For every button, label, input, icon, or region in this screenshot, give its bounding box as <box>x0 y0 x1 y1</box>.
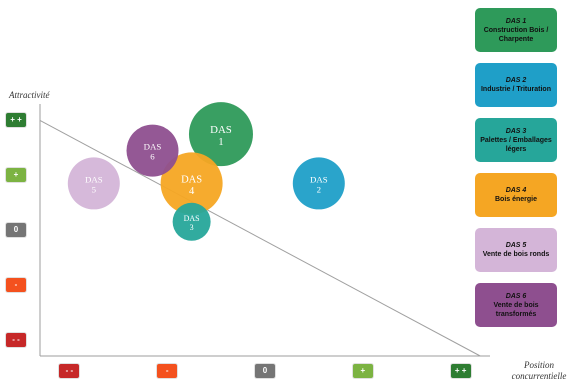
legend-item-name: DAS 5 <box>505 242 527 249</box>
legend-item-description: Palettes / Emballages légers <box>480 136 552 153</box>
x-tick-label: - - <box>59 364 80 378</box>
legend-item: DAS 1 Construction Bois / Charpente <box>475 8 557 52</box>
legend-item: DAS 4 Bois énergie <box>475 173 557 217</box>
y-tick-label: - - <box>6 332 26 347</box>
legend-item-name: DAS 2 <box>505 77 527 84</box>
legend-item-description: Industrie / Trituration <box>480 86 551 93</box>
bubble-label-number: 1 <box>218 136 223 148</box>
bubble-das-4 <box>160 152 223 215</box>
legend-item: DAS 6 Vente de bois transformés <box>475 283 557 327</box>
bubble-label-top: DAS <box>184 214 200 223</box>
y-tick-label: 0 <box>6 223 26 237</box>
x-tick-label: - <box>157 364 178 378</box>
y-tick-label: + <box>6 168 26 183</box>
bubble-label-top: DAS <box>144 142 162 152</box>
legend-item-name: DAS 3 <box>505 127 527 135</box>
legend-item-description: Vente de bois transformés <box>493 301 539 318</box>
bubble-label-top: DAS <box>85 174 103 184</box>
x-axis-label: Position concurrentielle <box>511 360 567 381</box>
legend-item-name: DAS 4 <box>505 187 527 194</box>
x-tick-label: + + <box>450 364 471 378</box>
bubble-das-3 <box>172 202 211 241</box>
bubble-label-number: 2 <box>317 184 321 194</box>
bubble-label-top: DAS <box>210 124 232 136</box>
trend-line <box>39 119 481 357</box>
bubble-das-2 <box>292 157 345 210</box>
bubble-das-1 <box>188 102 253 167</box>
y-tick-label: - <box>6 277 26 292</box>
legend-item-name: DAS 1 <box>505 17 527 25</box>
x-tick-label: + <box>352 364 373 378</box>
legend-item-name: DAS 6 <box>505 292 527 300</box>
bubble-label-top: DAS <box>181 174 202 185</box>
legend-item: DAS 5 Vente de bois ronds <box>475 228 557 272</box>
bubble-label-number: 5 <box>92 184 97 194</box>
bubble-label-number: 6 <box>150 151 155 161</box>
legend-item-description: Vente de bois ronds <box>482 251 550 258</box>
legend-item-description: Bois énergie <box>494 196 537 203</box>
bubble-das-6 <box>126 124 179 177</box>
y-tick-label: + + <box>6 113 26 128</box>
bubble-label-number: 3 <box>190 223 194 232</box>
legend-item-description: Construction Bois / Charpente <box>483 26 549 43</box>
x-tick-label: 0 <box>255 364 275 378</box>
legend-item: DAS 3 Palettes / Emballages légers <box>475 118 557 162</box>
bubble-das-5 <box>67 157 120 210</box>
bubble-label-number: 4 <box>189 186 195 197</box>
bubble-label-top: DAS <box>310 174 328 184</box>
legend-item: DAS 2 Industrie / Trituration <box>475 63 557 107</box>
y-axis-label: Attractivité <box>9 90 50 100</box>
